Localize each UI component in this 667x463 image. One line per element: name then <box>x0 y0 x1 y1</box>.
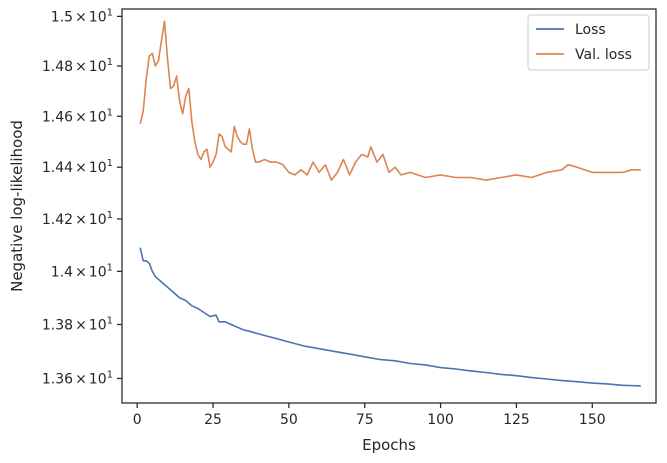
y-tick-exponent: 1 <box>107 7 113 18</box>
y-tick-base: 10 <box>89 212 107 228</box>
y-tick-exponent: 1 <box>107 262 113 273</box>
y-tick-base: 10 <box>89 160 107 176</box>
series-lines <box>139 20 641 387</box>
series-line-loss <box>139 247 641 387</box>
y-tick-base: 10 <box>89 9 107 25</box>
y-tick-mantissa: 1.42 <box>42 212 73 228</box>
y-tick-base: 10 <box>89 264 107 280</box>
y-tick-mantissa: 1.38 <box>42 318 73 334</box>
y-tick-times: × <box>75 318 87 334</box>
y-tick-exponent: 1 <box>107 57 113 68</box>
y-tick-mantissa: 1.5 <box>51 9 73 25</box>
y-tick-times: × <box>75 9 87 25</box>
y-tick-mantissa: 1.36 <box>42 371 73 387</box>
y-tick-times: × <box>75 264 87 280</box>
y-tick-base: 10 <box>89 109 107 125</box>
y-tick-label: 1.44 × 101 <box>42 158 113 176</box>
y-tick-mantissa: 1.44 <box>42 160 73 176</box>
legend: Loss Val. loss <box>527 14 650 71</box>
y-tick-exponent: 1 <box>107 369 113 380</box>
y-tick-times: × <box>75 371 87 387</box>
y-tick-times: × <box>75 59 87 75</box>
y-tick-label: 1.36 × 101 <box>42 369 113 387</box>
y-tick-exponent: 1 <box>107 316 113 327</box>
series-line-val-loss <box>139 20 641 181</box>
legend-label-loss: Loss <box>575 22 606 38</box>
x-tick-label: 100 <box>427 412 454 428</box>
x-tick-label: 50 <box>280 412 298 428</box>
y-tick-times: × <box>75 160 87 176</box>
y-tick-label: 1.42 × 101 <box>42 210 113 228</box>
y-tick-exponent: 1 <box>107 107 113 118</box>
legend-label-val-loss: Val. loss <box>575 47 632 63</box>
x-axis-ticks: 0 25 50 75 100 125 150 <box>133 403 606 428</box>
x-axis-label: Epochs <box>362 436 416 454</box>
x-tick-label: 25 <box>204 412 222 428</box>
y-tick-base: 10 <box>89 371 107 387</box>
x-tick-label: 150 <box>579 412 606 428</box>
y-tick-base: 10 <box>89 59 107 75</box>
y-tick-mantissa: 1.46 <box>42 109 73 125</box>
y-tick-times: × <box>75 109 87 125</box>
plot-area <box>121 8 657 404</box>
y-tick-label: 1.46 × 101 <box>42 107 113 125</box>
y-tick-mantissa: 1.48 <box>42 59 73 75</box>
y-tick-label: 1.38 × 101 <box>42 316 113 334</box>
y-axis-label: Negative log-likelihood <box>8 120 26 292</box>
x-tick-label: 75 <box>356 412 374 428</box>
x-tick-label: 125 <box>503 412 530 428</box>
y-tick-exponent: 1 <box>107 158 113 169</box>
y-tick-exponent: 1 <box>107 210 113 221</box>
x-tick-label: 0 <box>133 412 142 428</box>
y-tick-base: 10 <box>89 318 107 334</box>
y-tick-mantissa: 1.4 <box>51 264 73 280</box>
y-tick-label: 1.5 × 101 <box>51 7 113 25</box>
y-tick-label: 1.4 × 101 <box>51 262 113 280</box>
y-tick-times: × <box>75 212 87 228</box>
y-tick-label: 1.48 × 101 <box>42 57 113 75</box>
